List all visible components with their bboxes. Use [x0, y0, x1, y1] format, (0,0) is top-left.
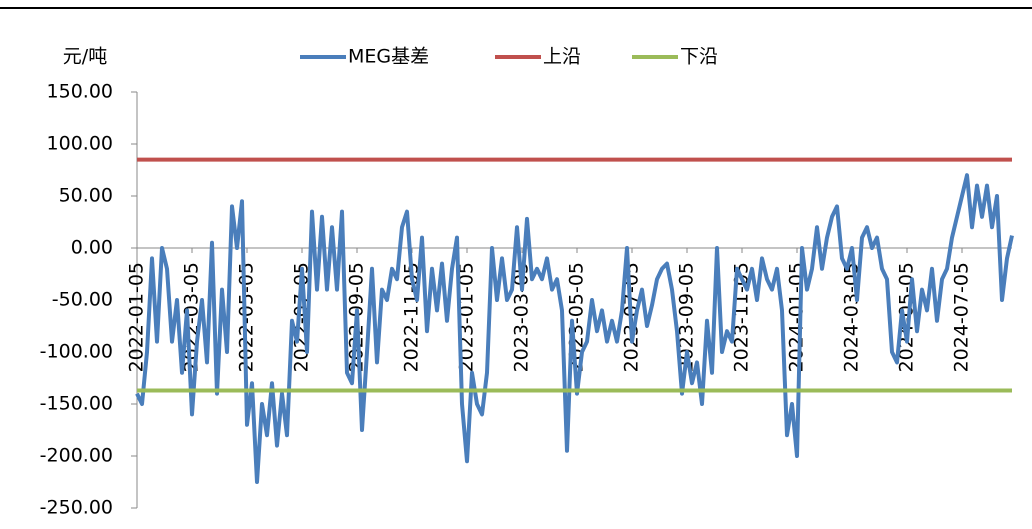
y-tick-label: -200.00 [40, 445, 113, 467]
y-axis-label: 元/吨 [63, 46, 107, 68]
legend-label: 下沿 [680, 46, 718, 68]
y-tick-label: -250.00 [40, 497, 113, 519]
y-tick-label: -150.00 [40, 393, 113, 415]
legend-label: 上沿 [543, 46, 581, 68]
legend-label: MEG基差 [348, 46, 429, 68]
y-tick-label: 150.00 [47, 81, 113, 103]
series-line [135, 173, 1014, 484]
y-tick-label: -50.00 [52, 289, 113, 311]
x-tick-label: 2024-07-05 [951, 262, 973, 372]
x-tick-label: 2023-09-05 [676, 262, 698, 372]
y-tick-label: 0.00 [71, 237, 113, 259]
x-tick-label: 2023-03-05 [511, 262, 533, 372]
y-tick-label: 100.00 [47, 133, 113, 155]
x-tick-label: 2022-01-05 [126, 262, 148, 372]
y-tick-label: 50.00 [59, 185, 113, 207]
y-tick-label: -100.00 [40, 341, 113, 363]
